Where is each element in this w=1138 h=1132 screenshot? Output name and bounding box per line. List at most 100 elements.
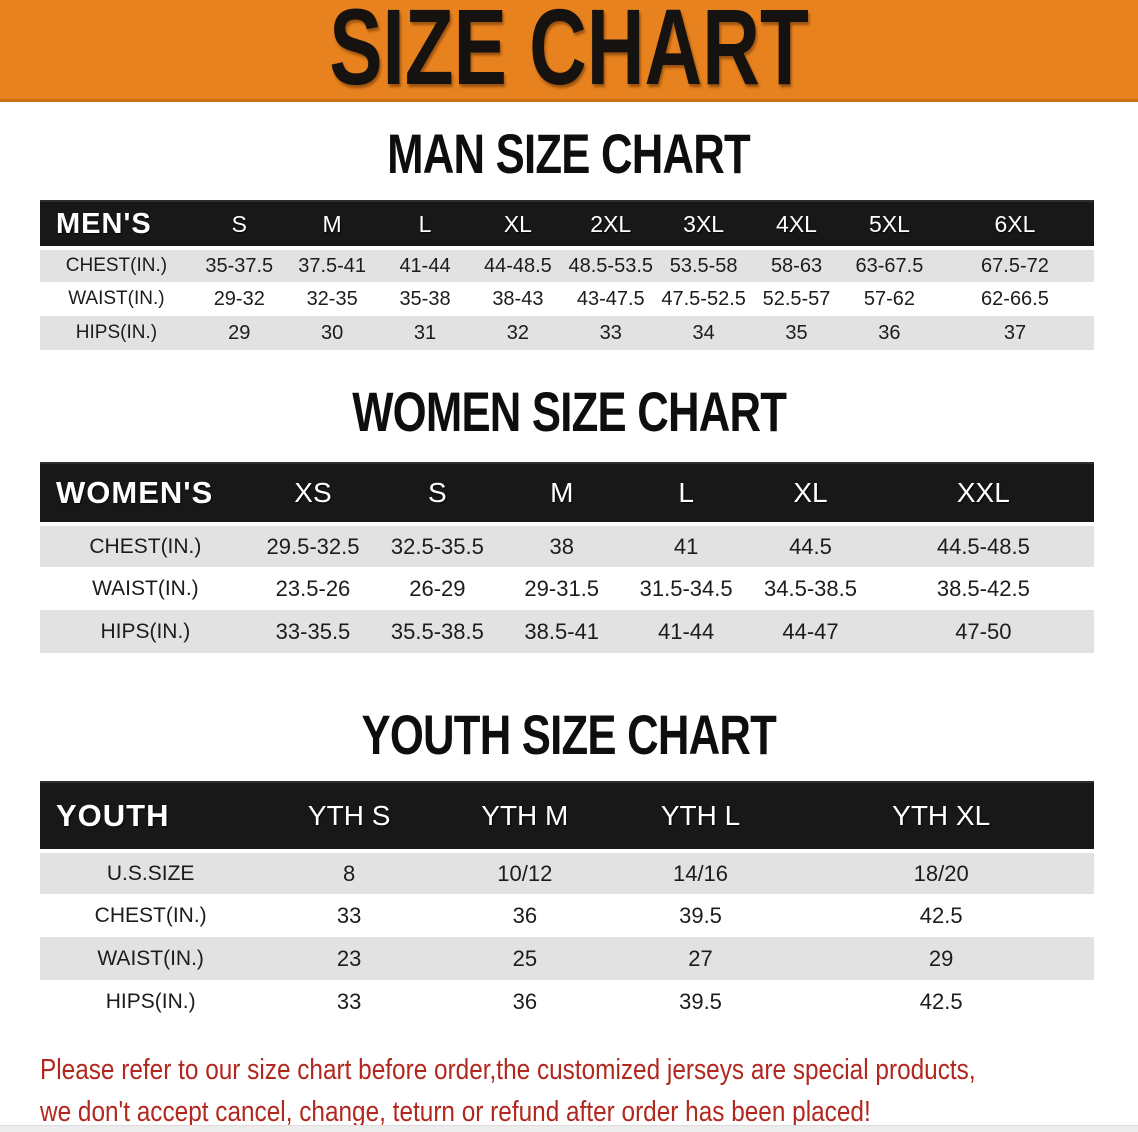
table-cell: 14/16 (612, 849, 789, 894)
table-cell: 32 (506, 321, 530, 344)
banner-title: SIZE CHART (329, 0, 809, 107)
table-row: HIPS(IN.) 33-35.5 35.5-38.5 38.5-41 41-44 44-… (40, 610, 1094, 653)
table-cell: 62-66.5 (981, 287, 1049, 310)
row-label: U.S.SIZE (40, 849, 262, 894)
row-label: HIPS(IN.) (75, 322, 158, 343)
column-header: 2XL (564, 200, 658, 249)
table-row: WAIST(IN.) 23.5-26 26-29 29-31.5 31.5-34.5 34… (40, 567, 1094, 610)
table-cell: 41-44 (378, 246, 472, 282)
men-section-heading-text: MAN SIZE CHART (387, 122, 752, 185)
column-header: XXL (872, 462, 1094, 525)
youth-section-heading: YOUTH SIZE CHART (0, 707, 1138, 763)
table-cell: 36 (512, 902, 538, 928)
table-cell: 29 (228, 321, 251, 344)
table-row: HIPS(IN.) 33 36 39.5 42.5 (40, 980, 1094, 1023)
column-header: YTH M (437, 781, 613, 852)
table-cell: 23.5-26 (275, 575, 351, 601)
table-cell: 41 (623, 522, 749, 567)
section-men: MAN SIZE CHART MEN'S S M L XL 2XL 3XL 4XL 5XL 6XL… (0, 126, 1138, 350)
table-row: WAIST(IN.) 29-32 32-35 35-38 38-43 43-47.5 47.… (40, 282, 1094, 316)
column-header: 4XL (750, 200, 843, 249)
table-cell: 48.5-53.5 (564, 246, 658, 282)
table-row: CHEST(IN.) 33 36 39.5 42.5 (40, 894, 1094, 937)
table-row: U.S.SIZE 8 10/12 14/16 18/20 (40, 849, 1094, 894)
table-title: YOUTH (40, 781, 262, 852)
bottom-edge-strip (0, 1125, 1138, 1132)
table-cell: 35 (785, 321, 808, 344)
column-header: XL (471, 200, 565, 249)
table-cell: 29-32 (213, 287, 265, 310)
table-cell: 41-44 (657, 618, 715, 644)
table-cell: 26-29 (409, 575, 466, 601)
column-header: 6XL (935, 200, 1094, 249)
table-cell: 32-35 (306, 287, 358, 310)
column-header: M (285, 200, 379, 249)
column-header: 5XL (842, 200, 936, 249)
table-cell: 44.5 (748, 522, 873, 567)
column-header: XL (748, 462, 873, 525)
row-label: CHEST(IN.) (40, 522, 251, 567)
row-label: WAIST(IN.) (92, 576, 199, 600)
table-cell: 33 (336, 988, 362, 1014)
table-cell: 44-48.5 (471, 246, 565, 282)
row-label: CHEST(IN.) (94, 903, 207, 927)
table-cell: 27 (688, 945, 713, 971)
table-cell: 30 (321, 321, 344, 344)
table-cell: 32.5-35.5 (375, 522, 500, 567)
youth-size-table: YOUTH YTH S YTH M YTH L YTH XL U.S.SIZE 8 10/12… (40, 781, 1094, 1023)
table-cell: 25 (512, 945, 538, 971)
table-cell: 35-38 (399, 287, 451, 310)
table-cell: 37.5-41 (285, 246, 379, 282)
column-header: L (378, 200, 472, 249)
table-cell: 53.5-58 (657, 246, 751, 282)
table-title: WOMEN'S (40, 462, 251, 525)
table-cell: 8 (261, 849, 437, 894)
row-label: WAIST(IN.) (68, 288, 165, 309)
table-cell: 47-50 (955, 618, 1012, 644)
table-cell: 39.5 (679, 902, 722, 928)
disclaimer: Please refer to our size chart before or… (40, 1049, 1138, 1132)
table-cell: 36 (878, 321, 901, 344)
table-cell: 47.5-52.5 (661, 287, 746, 310)
table-cell: 33 (599, 321, 622, 344)
table-header-row: WOMEN'S XS S M L XL XXL (40, 462, 1094, 525)
table-cell: 36 (512, 988, 538, 1014)
women-section-heading-text: WOMEN SIZE CHART (351, 380, 787, 443)
table-cell: 35.5-38.5 (390, 618, 484, 644)
section-women: WOMEN SIZE CHART WOMEN'S XS S M L XL XXL CHEST(… (0, 384, 1138, 653)
table-cell: 42.5 (919, 988, 963, 1014)
table-cell: 57-62 (863, 287, 915, 310)
row-label: HIPS(IN.) (105, 989, 196, 1013)
column-header: L (623, 462, 749, 525)
table-cell: 33-35.5 (275, 618, 351, 644)
column-header: 3XL (657, 200, 751, 249)
women-size-table: WOMEN'S XS S M L XL XXL CHEST(IN.) 29.5-32.5 32.5… (40, 462, 1094, 653)
table-cell: 58-63 (750, 246, 843, 282)
table-cell: 63-67.5 (842, 246, 936, 282)
men-section-heading: MAN SIZE CHART (0, 126, 1138, 182)
row-label: WAIST(IN.) (97, 946, 204, 970)
section-youth: YOUTH SIZE CHART YOUTH YTH S YTH M YTH L YTH… (0, 707, 1138, 1023)
table-cell: 52.5-57 (762, 287, 831, 310)
table-cell: 39.5 (679, 988, 722, 1014)
table-cell: 38-43 (492, 287, 544, 310)
column-header: YTH S (261, 781, 437, 852)
men-size-table: MEN'S S M L XL 2XL 3XL 4XL 5XL 6XL CHEST(IN.) 35-37… (40, 200, 1094, 350)
banner: SIZE CHART (0, 0, 1138, 102)
column-header: YTH XL (788, 781, 1094, 852)
column-header: S (375, 462, 500, 525)
table-cell: 29-31.5 (524, 575, 600, 601)
table-row: WAIST(IN.) 23 25 27 29 (40, 937, 1094, 980)
table-row: CHEST(IN.) 35-37.5 37.5-41 41-44 44-48.5 48.5… (40, 246, 1094, 282)
youth-section-heading-text: YOUTH SIZE CHART (361, 703, 777, 766)
table-header-row: YOUTH YTH S YTH M YTH L YTH XL (40, 781, 1094, 852)
table-cell: 44-47 (782, 618, 839, 644)
table-cell: 34 (692, 321, 715, 344)
table-cell: 34.5-38.5 (764, 575, 857, 601)
table-cell: 67.5-72 (935, 246, 1094, 282)
table-cell: 29.5-32.5 (250, 522, 376, 567)
row-label: CHEST(IN.) (40, 246, 193, 282)
table-cell: 37 (1003, 321, 1027, 344)
table-cell: 38.5-41 (524, 618, 600, 644)
table-cell: 35-37.5 (192, 246, 286, 282)
